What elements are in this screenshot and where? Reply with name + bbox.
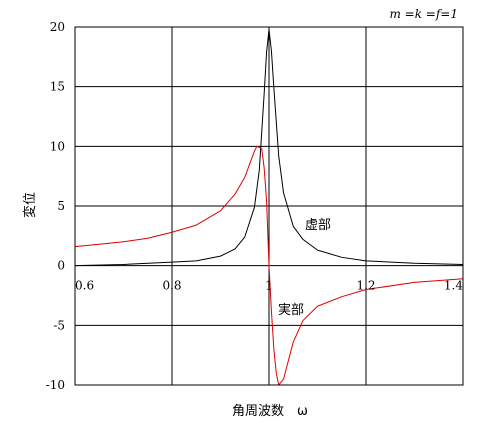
- parameter-annotation: m =k =f=1: [389, 7, 458, 21]
- y-tick-label: 10: [50, 139, 65, 153]
- y-tick-label: 20: [50, 20, 65, 34]
- series-line-real: [74, 145, 464, 386]
- y-axis-label: 変位: [22, 192, 38, 218]
- x-tick-label: 1.2: [356, 279, 375, 293]
- y-tick-label: -10: [46, 378, 65, 392]
- series-label-imaginary: 虚部: [305, 218, 331, 233]
- y-tick-label: -5: [53, 318, 65, 332]
- x-tick-label: 0.8: [162, 279, 181, 293]
- x-tick-label: 0.6: [75, 279, 94, 293]
- series-label-real: 実部: [278, 302, 304, 318]
- plot-frame: [74, 26, 464, 386]
- y-tick-label: 5: [57, 199, 65, 213]
- y-tick-labels: 20 15 10 5 0 -5 -10: [46, 20, 65, 392]
- x-tick-labels: 0.6 0.8 1 1.2 1.4: [75, 279, 463, 293]
- grid: [74, 26, 464, 386]
- series-layer: [74, 28, 464, 386]
- x-axis-label: 角周波数 ω: [232, 404, 308, 419]
- x-tick-label: 1.4: [444, 279, 463, 293]
- x-tick-label: 1: [265, 279, 273, 293]
- series-line-imaginary: [74, 28, 464, 267]
- y-tick-label: 15: [50, 80, 65, 94]
- y-tick-label: 0: [57, 259, 65, 273]
